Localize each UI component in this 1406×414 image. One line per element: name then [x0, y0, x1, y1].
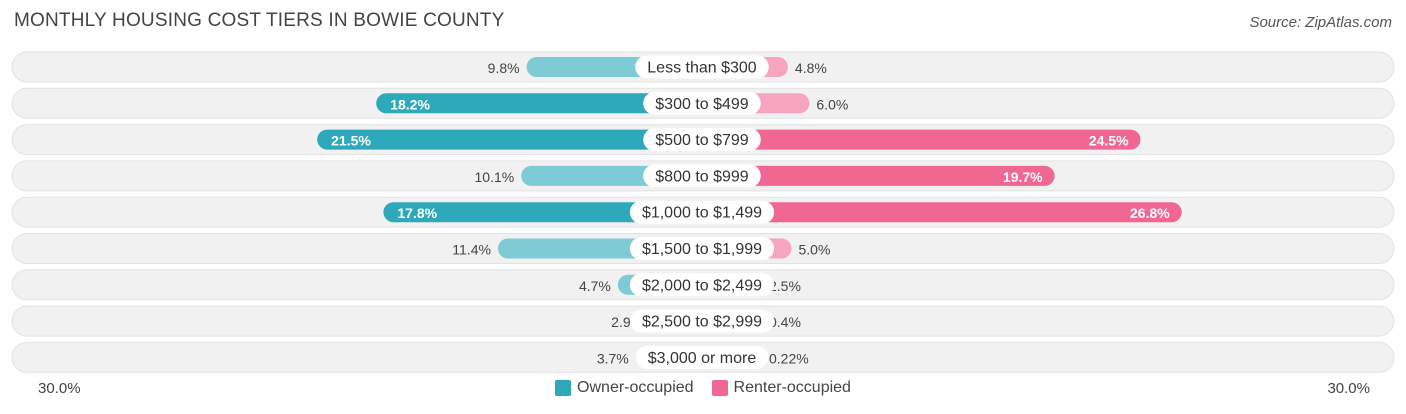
category-label: $500 to $799 — [655, 132, 749, 149]
owner-bar — [317, 129, 702, 150]
owner-value-label: 9.8% — [488, 60, 520, 76]
renter-value-label: 2.5% — [769, 278, 801, 294]
bar-row: 10.1% 19.7% $800 to $999 — [11, 160, 1395, 192]
renter-value-label: 5.0% — [799, 242, 831, 258]
bar-row: 9.8% 4.8% Less than $300 — [11, 51, 1395, 83]
owner-value-label: 4.7% — [579, 278, 611, 294]
category-pill — [629, 309, 775, 333]
category-pill — [635, 345, 769, 369]
renter-value-label: 6.0% — [816, 96, 848, 112]
category-label: $1,000 to $1,499 — [642, 205, 762, 222]
bar-row: 21.5% 24.5% $500 to $799 — [11, 124, 1395, 156]
legend: Owner-occupied Renter-occupied — [0, 379, 1406, 397]
bar-row: 2.9% 0.4%$2,500 to $2,999 — [11, 305, 1395, 337]
renter-bar — [702, 165, 1055, 186]
renter-value-label: 4.8% — [795, 60, 827, 76]
category-pill — [635, 55, 769, 79]
category-label: $2,500 to $2,999 — [642, 314, 762, 331]
owner-value-label: 3.7% — [597, 350, 629, 366]
category-label: $2,000 to $2,499 — [642, 277, 762, 294]
owner-value-label: 10.1% — [475, 169, 515, 185]
axis-right-label: 30.0% — [1327, 380, 1370, 397]
renter-value-label: 26.8% — [1130, 205, 1170, 221]
legend-renter-swatch — [711, 380, 728, 396]
bar-row: 17.8% 26.8% $1,000 to $1,499 — [11, 196, 1395, 228]
category-label: Less than $300 — [647, 60, 757, 77]
renter-value-label: 24.5% — [1089, 133, 1129, 149]
category-label: $3,000 or more — [648, 350, 757, 367]
bar-row: 11.4% 5.0% $1,500 to $1,999 — [11, 233, 1395, 264]
owner-bar — [383, 202, 702, 223]
owner-value-label: 17.8% — [397, 205, 437, 221]
renter-value-label: 0.22% — [769, 350, 809, 366]
legend-owner-label: Owner-occupied — [577, 379, 694, 396]
category-pill — [643, 91, 761, 115]
owner-value-label: 21.5% — [331, 133, 371, 149]
legend-renter-label: Renter-occupied — [733, 379, 851, 396]
chart-title: MONTHLY HOUSING COST TIERS IN BOWIE COUN… — [14, 10, 505, 31]
legend-owner[interactable]: Owner-occupied — [555, 379, 694, 397]
category-pill — [629, 273, 775, 297]
owner-value-label: 18.2% — [390, 96, 430, 112]
category-pill — [643, 128, 761, 152]
category-label: $300 to $499 — [655, 96, 749, 113]
renter-value-label: 0.4% — [769, 314, 801, 330]
source-label: Source: ZipAtlas.com — [1249, 14, 1392, 31]
renter-bar — [702, 129, 1141, 150]
renter-bar — [702, 202, 1182, 223]
renter-value-label: 19.7% — [1003, 169, 1043, 185]
category-pill — [629, 200, 775, 224]
owner-value-label: 11.4% — [452, 242, 491, 258]
bar-row: 4.7% 2.5% $2,000 to $2,499 — [11, 269, 1395, 301]
legend-renter[interactable]: Renter-occupied — [711, 379, 851, 397]
category-label: $1,500 to $1,999 — [642, 241, 762, 258]
category-pill — [629, 237, 775, 260]
category-pill — [643, 164, 761, 188]
axis-left-label: 30.0% — [38, 380, 81, 397]
legend-owner-swatch — [555, 380, 572, 396]
bar-row: 3.7% 0.22% $3,000 or more — [11, 341, 1395, 373]
bar-row: 18.2% 6.0% $300 to $499 — [11, 87, 1395, 119]
owner-bar — [376, 93, 702, 114]
category-label: $800 to $999 — [655, 168, 749, 185]
